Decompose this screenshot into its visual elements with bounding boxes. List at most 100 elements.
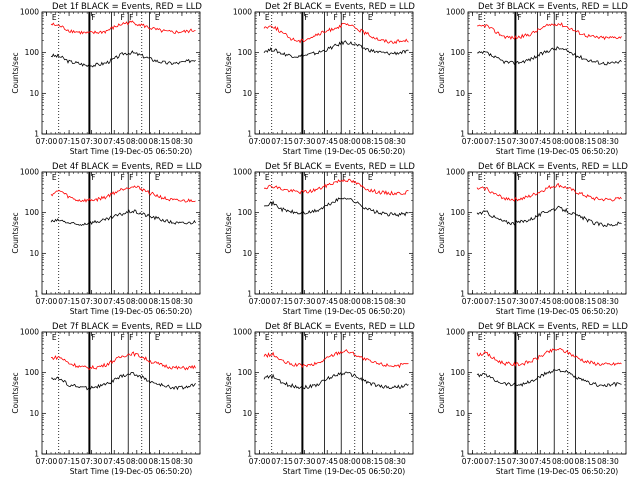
plot-frame (467, 171, 627, 295)
chart-title: Det 8f BLACK = Events, RED = LLD (265, 322, 415, 332)
x-tick-label: 07:15 (484, 457, 506, 466)
interval-letter: F (129, 333, 133, 342)
y-axis-label: Counts/sec (11, 212, 20, 253)
x-tick-label: 08:15 (149, 297, 171, 306)
x-tick-label: 08:30 (597, 137, 619, 146)
x-tick-label: 07:30 (294, 457, 316, 466)
y-axis-label: Counts/sec (224, 52, 233, 93)
interval-letter: E (155, 333, 160, 342)
chart-title: Det 1f BLACK = Events, RED = LLD (52, 2, 202, 12)
x-tick-label: 08:30 (597, 457, 619, 466)
x-tick-label: 08:30 (171, 137, 193, 146)
interval-letter: E (368, 13, 373, 22)
chart-panel-7: Det 7f BLACK = Events, RED = LLD 1 10 100 10… (11, 322, 202, 476)
interval-letter: F (121, 13, 125, 22)
interval-letter: F (91, 173, 95, 182)
plot-frame (467, 11, 627, 135)
x-tick-label: 08:00 (126, 457, 148, 466)
x-tick-label: 07:30 (81, 137, 103, 146)
x-tick-label: 07:45 (316, 137, 338, 146)
interval-letter: F (304, 333, 308, 342)
x-axis-label: Start Time (19-Dec-05 06:50:20) (283, 147, 405, 156)
plot-frame (41, 331, 201, 455)
interval-letter: F (517, 333, 521, 342)
series-events-line (263, 197, 409, 218)
y-tick-label: 1000 (20, 168, 39, 177)
y-axis-label: Counts/sec (11, 52, 20, 93)
x-tick-label: 07:45 (316, 457, 338, 466)
interval-letter: E (52, 333, 57, 342)
y-tick-label: 1 (460, 130, 465, 139)
chart-title: Det 3f BLACK = Events, RED = LLD (478, 2, 628, 12)
x-tick-label: 07:00 (36, 297, 58, 306)
x-tick-label: 07:00 (36, 457, 58, 466)
x-axis-label: Start Time (19-Dec-05 06:50:20) (70, 147, 192, 156)
x-tick-label: 07:45 (529, 297, 551, 306)
chart-panel-5: Det 5f BLACK = Events, RED = LLD 1 10 100 10… (224, 162, 415, 316)
interval-letter: F (342, 173, 346, 182)
y-tick-label: 10 (29, 249, 39, 258)
x-tick-label: 08:00 (552, 457, 574, 466)
y-tick-label: 1 (460, 290, 465, 299)
series-lld-line (50, 20, 196, 35)
x-tick-label: 07:15 (271, 137, 293, 146)
series-lld-line (263, 22, 409, 45)
interval-letter: E (155, 173, 160, 182)
y-tick-label: 1000 (446, 328, 465, 337)
interval-letter: F (334, 333, 338, 342)
x-tick-label: 07:30 (81, 457, 103, 466)
series-lld-line (476, 348, 622, 367)
interval-letter: E (265, 13, 270, 22)
y-tick-label: 1 (460, 450, 465, 459)
x-tick-label: 07:30 (294, 297, 316, 306)
x-tick-label: 08:15 (575, 297, 597, 306)
interval-letter: F (121, 173, 125, 182)
x-axis-label: Start Time (19-Dec-05 06:50:20) (70, 467, 192, 476)
interval-letter: E (581, 13, 586, 22)
x-tick-label: 07:00 (36, 137, 58, 146)
interval-letter: E (368, 333, 373, 342)
y-tick-label: 1000 (20, 8, 39, 17)
y-tick-label: 1000 (446, 8, 465, 17)
x-tick-label: 08:15 (362, 457, 384, 466)
y-axis-label: Counts/sec (224, 212, 233, 253)
x-tick-label: 07:30 (507, 137, 529, 146)
y-tick-label: 1000 (233, 328, 252, 337)
chart-title: Det 9f BLACK = Events, RED = LLD (478, 322, 628, 332)
plot-frame (41, 11, 201, 135)
chart-panel-3: Det 3f BLACK = Events, RED = LLD 1 10 100 10… (437, 2, 628, 156)
x-tick-label: 08:15 (575, 457, 597, 466)
x-axis-label: Start Time (19-Dec-05 06:50:20) (283, 307, 405, 316)
interval-letter: F (129, 13, 133, 22)
y-axis-label: Counts/sec (11, 372, 20, 413)
x-axis-label: Start Time (19-Dec-05 06:50:20) (496, 467, 618, 476)
interval-letter: E (478, 333, 483, 342)
interval-letter: F (91, 333, 95, 342)
plot-frame (41, 171, 201, 295)
y-axis-label: Counts/sec (224, 372, 233, 413)
y-tick-label: 1000 (20, 328, 39, 337)
plot-frame (254, 171, 414, 295)
x-tick-label: 08:30 (384, 297, 406, 306)
chart-panel-1: Det 1f BLACK = Events, RED = LLD 1 10 100 10… (11, 2, 202, 156)
interval-letter: F (517, 13, 521, 22)
y-tick-label: 100 (451, 48, 466, 57)
interval-letter: F (517, 173, 521, 182)
y-tick-label: 10 (29, 89, 39, 98)
interval-letter: F (555, 13, 559, 22)
y-axis-label: Counts/sec (437, 212, 446, 253)
y-tick-label: 100 (451, 208, 466, 217)
y-tick-label: 1 (34, 130, 39, 139)
interval-letter: F (547, 333, 551, 342)
series-events-line (263, 40, 409, 59)
x-tick-label: 07:30 (507, 297, 529, 306)
x-tick-label: 08:15 (362, 137, 384, 146)
x-tick-label: 08:00 (339, 137, 361, 146)
y-tick-label: 1 (247, 130, 252, 139)
series-lld-line (263, 178, 409, 196)
series-events-line (476, 368, 622, 388)
x-tick-label: 08:30 (171, 297, 193, 306)
interval-letter: E (265, 173, 270, 182)
y-tick-label: 10 (242, 249, 252, 258)
x-tick-label: 07:45 (103, 297, 125, 306)
